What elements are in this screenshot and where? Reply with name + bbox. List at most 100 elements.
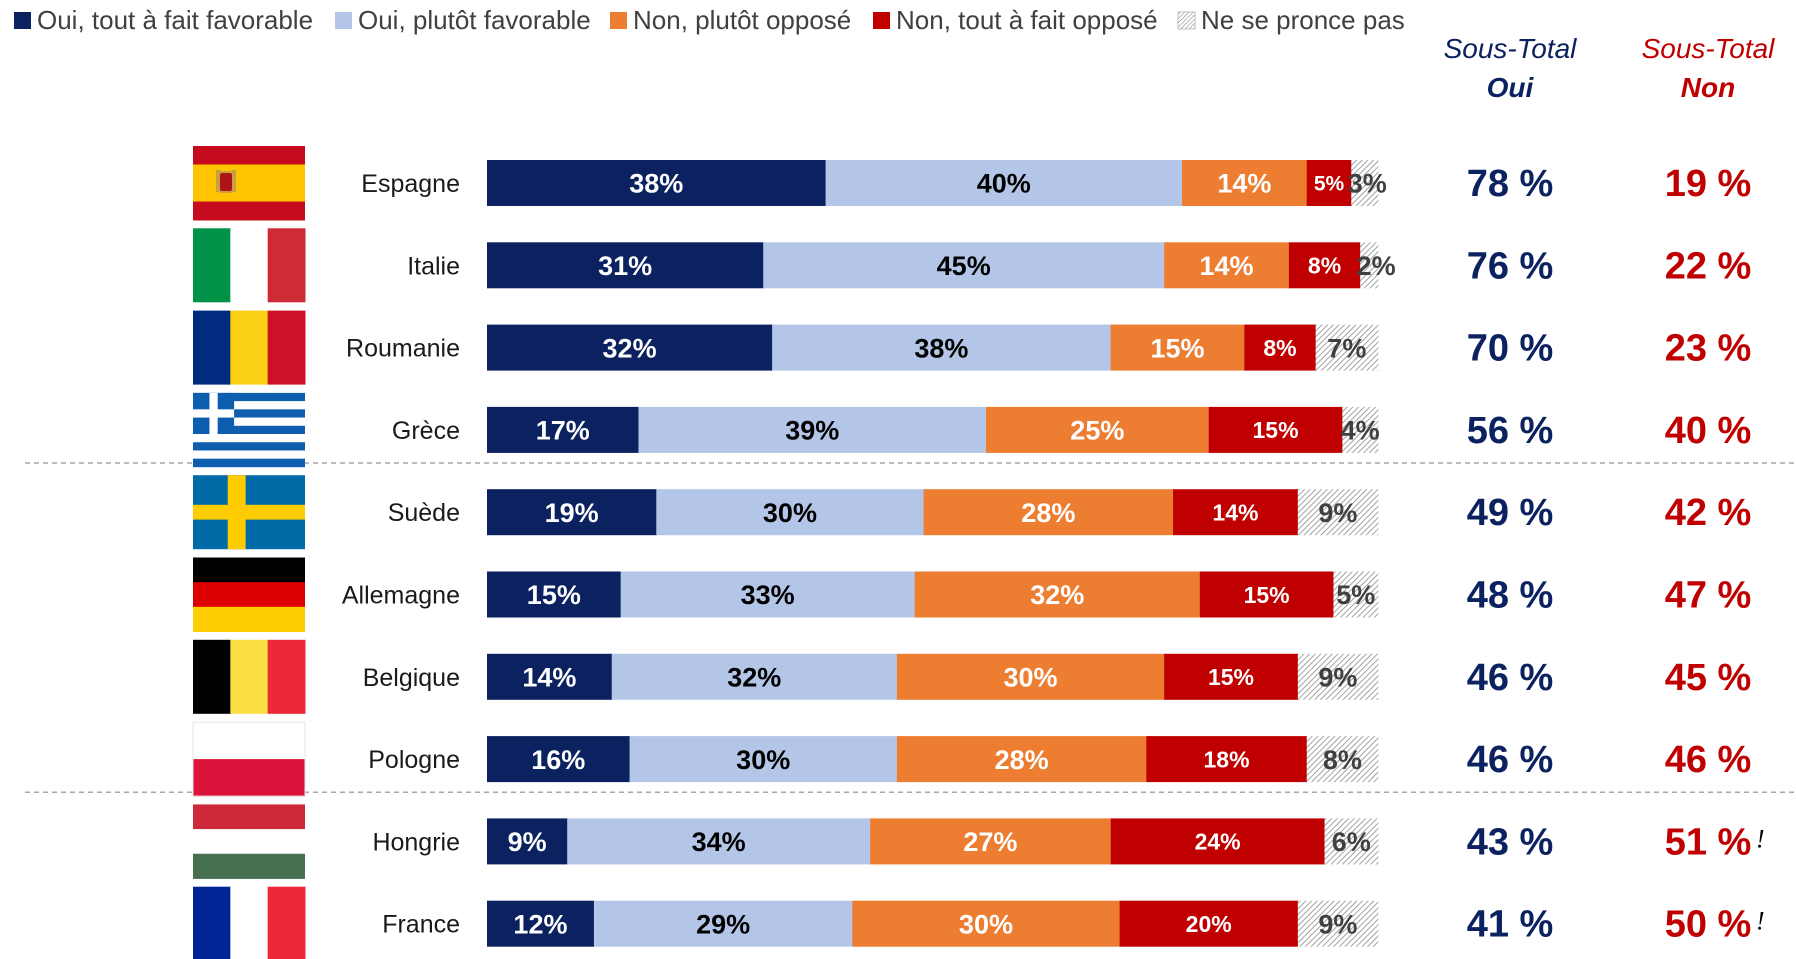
romania-flag-icon bbox=[193, 310, 306, 385]
poland-flag-icon bbox=[192, 721, 306, 797]
data-label: 32% bbox=[1030, 580, 1084, 610]
subtotal-oui-value: 46 % bbox=[1467, 657, 1554, 699]
bar-segment bbox=[656, 489, 924, 536]
bar-segment bbox=[487, 242, 764, 289]
group-separators bbox=[25, 462, 1796, 793]
legend-swatch bbox=[1177, 11, 1196, 30]
legend-label: Oui, plutôt favorable bbox=[358, 5, 591, 35]
bar-segment bbox=[1306, 160, 1352, 206]
chart-row: Belgique 14% 32% 30% 15% 9% 46 % 45 % bbox=[193, 639, 1752, 714]
subtotal-non-value: 40 % bbox=[1665, 410, 1752, 452]
data-label: 17% bbox=[536, 416, 590, 446]
data-label: 30% bbox=[959, 909, 1013, 939]
data-label: 14% bbox=[1200, 251, 1254, 281]
data-label: 38% bbox=[914, 333, 968, 363]
data-label: 32% bbox=[727, 663, 781, 693]
bar-segment bbox=[870, 818, 1112, 865]
belgium-flag-icon bbox=[193, 639, 306, 714]
data-label: 28% bbox=[995, 745, 1049, 775]
data-label: 38% bbox=[629, 169, 683, 199]
legend-swatch bbox=[335, 12, 352, 29]
bar-segment bbox=[487, 900, 595, 947]
bar-segment bbox=[985, 406, 1210, 453]
chart-row: Italie 31% 45% 14% 8% 2% 76 % 22 % bbox=[193, 228, 1751, 303]
data-label: 18% bbox=[1204, 746, 1250, 772]
data-label: 40% bbox=[977, 169, 1031, 199]
country-label: Grèce bbox=[392, 417, 460, 445]
bar-segment bbox=[620, 571, 916, 618]
subtotal-non-header-line2: Non bbox=[1681, 72, 1735, 103]
subtotal-oui-value: 49 % bbox=[1467, 492, 1554, 534]
chart-row: Espagne 38% 40% 14% 5% 3% 78 % 19 % bbox=[193, 146, 1751, 221]
bar-segment bbox=[1181, 160, 1308, 206]
data-label: 6% bbox=[1332, 827, 1371, 857]
data-label: 15% bbox=[527, 580, 581, 610]
data-label: 29% bbox=[696, 909, 750, 939]
data-label: 30% bbox=[763, 498, 817, 528]
bar-segment bbox=[1288, 242, 1361, 289]
bar-segment bbox=[638, 406, 987, 453]
legend-label: Non, plutôt opposé bbox=[633, 5, 851, 35]
country-label: Belgique bbox=[363, 664, 460, 692]
subtotal-non-value: 50 % bbox=[1665, 904, 1752, 946]
subtotal-oui-value: 70 % bbox=[1467, 328, 1554, 370]
legend-label: Oui, tout à fait favorable bbox=[37, 5, 313, 35]
bar-segment bbox=[629, 736, 898, 783]
data-label: 14% bbox=[522, 663, 576, 693]
warning-mark: ! bbox=[1756, 907, 1765, 936]
data-label: 20% bbox=[1186, 911, 1232, 937]
data-label: 9% bbox=[1318, 663, 1357, 693]
bar-segment bbox=[487, 324, 773, 371]
data-label: 15% bbox=[1253, 417, 1299, 443]
data-label: 5% bbox=[1314, 173, 1345, 196]
bar-segment bbox=[1333, 571, 1379, 618]
data-label: 34% bbox=[692, 827, 746, 857]
subtotal-oui-value: 76 % bbox=[1467, 245, 1554, 287]
data-label: 45% bbox=[937, 251, 991, 281]
data-label: 31% bbox=[598, 251, 652, 281]
bar-segment bbox=[567, 818, 871, 865]
data-label: 32% bbox=[603, 333, 657, 363]
data-label: 39% bbox=[785, 416, 839, 446]
subtotal-oui-value: 48 % bbox=[1467, 575, 1554, 617]
data-label: 15% bbox=[1208, 664, 1254, 690]
data-label: 16% bbox=[531, 745, 585, 775]
data-label: 3% bbox=[1348, 169, 1387, 199]
spain-flag-icon bbox=[193, 146, 305, 221]
subtotal-oui-header-line2: Oui bbox=[1487, 72, 1535, 103]
bar-segment bbox=[1244, 324, 1317, 371]
subtotal-non-value: 19 % bbox=[1665, 163, 1752, 205]
data-label: 4% bbox=[1341, 416, 1380, 446]
subtotal-oui-header-line1: Sous-Total bbox=[1444, 33, 1578, 64]
country-label: Italie bbox=[407, 252, 460, 280]
data-label: 30% bbox=[736, 745, 790, 775]
subtotal-oui-value: 43 % bbox=[1467, 821, 1554, 863]
bar-segment bbox=[487, 160, 826, 206]
data-label: 15% bbox=[1151, 333, 1205, 363]
data-label: 9% bbox=[508, 827, 547, 857]
chart-rows: Espagne 38% 40% 14% 5% 3% 78 % 19 %Italie 31% 45%… bbox=[192, 146, 1765, 959]
country-label: Roumanie bbox=[346, 335, 460, 363]
bar-segment bbox=[1306, 736, 1379, 783]
legend: Oui, tout à fait favorable Oui, plutôt fa… bbox=[14, 5, 1405, 35]
subtotal-oui-value: 46 % bbox=[1467, 739, 1554, 781]
sweden-flag-icon bbox=[193, 475, 305, 550]
country-label: Suède bbox=[388, 499, 460, 527]
legend-swatch bbox=[873, 12, 890, 29]
bar-segment bbox=[923, 489, 1174, 536]
data-label: 15% bbox=[1244, 582, 1290, 608]
bar-segment bbox=[763, 242, 1165, 289]
warning-mark: ! bbox=[1756, 824, 1765, 853]
bar-segment bbox=[1360, 242, 1379, 289]
chart-row: Roumanie 32% 38% 15% 8% 7% 70 % 23 % bbox=[193, 310, 1751, 385]
data-label: 8% bbox=[1263, 335, 1296, 361]
bar-segment bbox=[487, 653, 613, 700]
bar-segment bbox=[1110, 818, 1325, 865]
bar-segment bbox=[1297, 653, 1379, 700]
subtotal-non-value: 45 % bbox=[1665, 657, 1752, 699]
bar-segment bbox=[1208, 406, 1343, 453]
chart-row: Allemagne 15% 33% 32% 15% 5% 48 % 47 % bbox=[193, 557, 1751, 632]
bar-segment bbox=[487, 818, 568, 865]
data-label: 27% bbox=[963, 827, 1017, 857]
bar-segment bbox=[1110, 324, 1245, 371]
